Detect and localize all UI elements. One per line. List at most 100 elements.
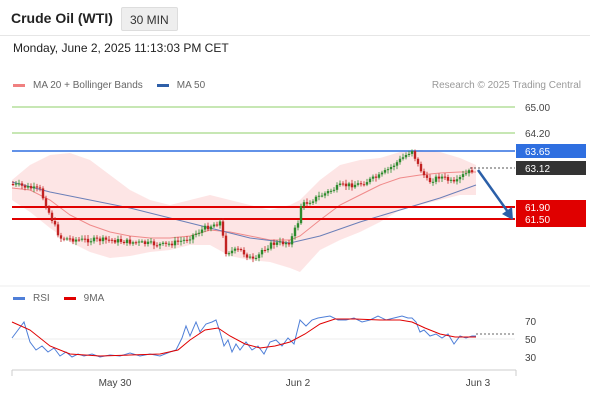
current-price-label: 63.12 <box>525 164 550 175</box>
candle-body <box>125 239 129 244</box>
forecast-arrow-head-icon <box>502 207 513 220</box>
candle-body <box>443 176 447 178</box>
level-tag-61-90-61-50 <box>516 200 586 227</box>
candle-body <box>281 241 285 245</box>
candle-body <box>170 243 174 246</box>
candle-body <box>260 249 264 255</box>
candle-body <box>284 242 288 245</box>
candle-body <box>155 245 159 247</box>
x-tick-jun-2: Jun 2 <box>286 378 311 389</box>
candle-body <box>44 198 48 208</box>
candle-body <box>323 193 327 196</box>
candle-body <box>173 240 177 246</box>
candle-body <box>26 186 30 188</box>
candle-body <box>461 174 465 178</box>
candle-body <box>290 236 294 245</box>
x-tick-jun-3: Jun 3 <box>466 378 491 389</box>
candle-body <box>41 188 45 199</box>
candle-body <box>263 249 267 251</box>
candle-body <box>200 229 204 233</box>
candle-body <box>179 240 183 242</box>
candle-body <box>62 238 66 240</box>
datetime-label: Monday, June 2, 2025 11:13:03 PM CET <box>13 41 229 55</box>
candle-body <box>92 237 96 242</box>
candle-body <box>161 242 165 244</box>
candle-body <box>152 241 156 246</box>
candle-body <box>299 206 303 224</box>
candle-body <box>89 241 93 243</box>
level-tag-63-65 <box>516 144 586 158</box>
candle-body <box>158 243 162 246</box>
candle-body <box>347 183 351 187</box>
candle-body <box>305 202 309 204</box>
candle-body <box>470 170 474 173</box>
candle-body <box>392 165 396 168</box>
candle-body <box>107 239 111 241</box>
candle-body <box>374 176 378 178</box>
candle-body <box>452 179 456 182</box>
candle-body <box>191 234 195 240</box>
candle-body <box>104 237 108 240</box>
candle-body <box>419 163 423 172</box>
candle-body <box>398 158 402 163</box>
candle-body <box>185 239 189 241</box>
candle-body <box>149 241 153 243</box>
candle-body <box>50 212 54 221</box>
candle-body <box>365 182 369 185</box>
candle-body <box>113 240 117 243</box>
candle-body <box>212 224 216 227</box>
candle-body <box>194 233 198 235</box>
candle-body <box>53 220 57 225</box>
candle-body <box>146 241 150 245</box>
candle-body <box>140 241 144 243</box>
candle-body <box>275 242 279 245</box>
candle-body <box>257 254 261 258</box>
candle-body <box>233 248 237 251</box>
candle-body <box>236 248 240 250</box>
ma9-swatch-icon <box>63 297 76 300</box>
candle-body <box>95 237 99 239</box>
candle-body <box>431 181 435 183</box>
candle-body <box>371 176 375 179</box>
candle-body <box>203 225 207 230</box>
timeframe-button[interactable]: 30 MIN <box>121 7 178 31</box>
level-label-64-20: 64.20 <box>525 129 550 140</box>
candle-body <box>467 170 471 174</box>
candle-body <box>368 178 372 183</box>
candle-body <box>383 170 387 173</box>
candle-body <box>386 169 390 171</box>
level-label-61-90: 61.90 <box>525 203 550 214</box>
candle-body <box>317 195 321 197</box>
candle-body <box>410 151 414 154</box>
rsi-line <box>11 315 476 358</box>
candle-body <box>329 190 333 192</box>
candle-body <box>215 224 219 226</box>
candle-body <box>377 174 381 178</box>
candle-body <box>167 243 171 245</box>
candle-body <box>416 158 420 164</box>
candle-body <box>11 184 15 185</box>
candle-body <box>101 237 105 242</box>
x-tick-may-30: May 30 <box>99 378 132 389</box>
candle-body <box>209 226 213 230</box>
candle-body <box>251 256 255 259</box>
candle-body <box>56 224 60 236</box>
candlestick-series <box>11 149 474 263</box>
candle-body <box>197 232 201 234</box>
candle-body <box>35 186 39 188</box>
candle-body <box>128 239 132 244</box>
candle-body <box>458 177 462 180</box>
candle-body <box>395 162 399 166</box>
candle-body <box>77 239 81 241</box>
candle-body <box>23 185 27 188</box>
candle-body <box>338 183 342 186</box>
candle-body <box>335 185 339 190</box>
candle-body <box>269 242 273 249</box>
legend-9ma: 9MA <box>63 293 104 304</box>
forecast-arrow-icon <box>476 169 510 213</box>
candle-body <box>440 176 444 179</box>
candle-body <box>224 235 228 255</box>
legend-rsi: RSI <box>13 293 50 304</box>
candle-body <box>143 241 147 245</box>
